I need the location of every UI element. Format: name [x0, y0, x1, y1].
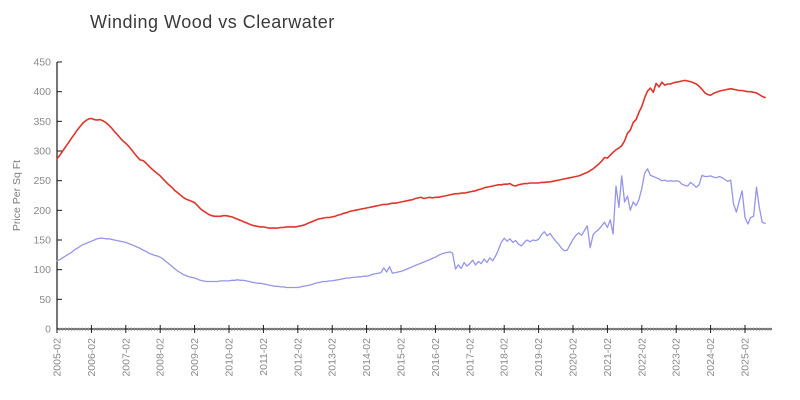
- chart-title: Winding Wood vs Clearwater: [90, 12, 335, 32]
- y-tick-label: 400: [33, 86, 51, 98]
- y-axis-title: Price Per Sq Ft: [11, 160, 23, 231]
- x-tick-label: 2013-02: [327, 338, 339, 377]
- x-tick-label: 2005-02: [52, 338, 64, 377]
- x-tick-label: 2018-02: [499, 338, 511, 377]
- x-tick-label: 2016-02: [430, 338, 442, 377]
- y-tick-label: 200: [33, 205, 51, 217]
- y-tick-label: 250: [33, 175, 51, 187]
- x-tick-label: 2007-02: [120, 338, 132, 377]
- x-tick-label: 2010-02: [224, 338, 236, 377]
- x-tick-label: 2023-02: [671, 338, 683, 377]
- y-tick-label: 100: [33, 264, 51, 276]
- x-tick-label: 2019-02: [533, 338, 545, 377]
- y-tick-label: 300: [33, 146, 51, 158]
- x-tick-label: 2020-02: [568, 338, 580, 377]
- y-tick-label: 0: [45, 324, 51, 336]
- x-tick-label: 2022-02: [636, 338, 648, 377]
- x-tick-label: 2014-02: [361, 338, 373, 377]
- x-tick-label: 2024-02: [705, 338, 717, 377]
- x-tick-label: 2025-02: [740, 338, 752, 377]
- x-tick-label: 2015-02: [396, 338, 408, 377]
- y-tick-label: 50: [39, 294, 51, 306]
- x-tick-label: 2009-02: [189, 338, 201, 377]
- y-tick-label: 450: [33, 57, 51, 69]
- x-tick-label: 2012-02: [292, 338, 304, 377]
- series-line-winding-wood: [56, 79, 766, 229]
- x-tick-label: 2008-02: [155, 338, 167, 377]
- x-tick-label: 2017-02: [464, 338, 476, 377]
- x-tick-label: 2011-02: [258, 338, 270, 376]
- series-line-clearwater: [56, 168, 766, 289]
- x-tick-label: 2006-02: [86, 338, 98, 377]
- y-tick-label: 150: [33, 235, 51, 247]
- x-tick-label: 2021-02: [602, 338, 614, 377]
- y-tick-label: 350: [33, 116, 51, 128]
- axes: [56, 62, 772, 330]
